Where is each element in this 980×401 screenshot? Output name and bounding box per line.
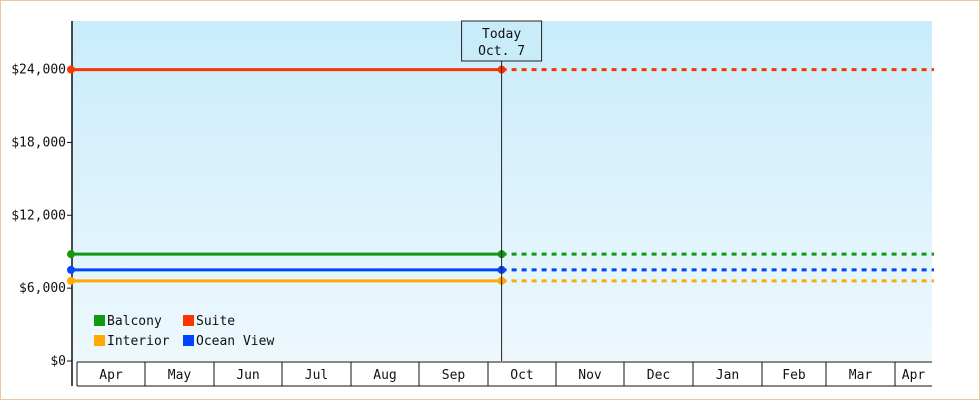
x-tick-label: Mar [849, 368, 873, 383]
x-tick-label: Apr [902, 368, 926, 383]
y-tick-label: $6,000 [19, 281, 66, 296]
legend-swatch [94, 335, 105, 346]
x-tick-label: Dec [647, 368, 670, 383]
y-tick-label: $18,000 [11, 135, 66, 150]
today-date: Oct. 7 [478, 44, 525, 59]
legend-swatch [94, 315, 105, 326]
x-tick-label: Nov [578, 368, 602, 383]
today-label: Today [482, 27, 521, 42]
series-start-point [67, 65, 75, 74]
today-callout-box [461, 20, 543, 62]
legend-label: Balcony [107, 314, 162, 329]
x-tick-label: May [168, 368, 192, 383]
y-tick-label: $0 [50, 354, 66, 369]
x-tick-label: Oct [510, 368, 533, 383]
x-tick-label: Feb [782, 368, 806, 383]
y-tick-label: $12,000 [11, 208, 66, 223]
x-tick-label: Jul [305, 368, 328, 383]
series-start-point [67, 265, 75, 274]
x-tick-label: Aug [373, 368, 396, 383]
legend-label: Ocean View [196, 334, 274, 349]
legend-label: Suite [196, 314, 235, 329]
x-tick-label: Jun [236, 368, 259, 383]
series-start-point [67, 250, 75, 259]
series-start-point [67, 276, 75, 285]
x-tick-label: Jan [716, 368, 739, 383]
legend-swatch [183, 335, 194, 346]
legend-swatch [183, 315, 194, 326]
x-tick-label: Sep [442, 368, 466, 383]
y-tick-label: $24,000 [11, 63, 66, 78]
legend-label: Interior [107, 334, 170, 349]
x-tick-label: Apr [99, 368, 123, 383]
